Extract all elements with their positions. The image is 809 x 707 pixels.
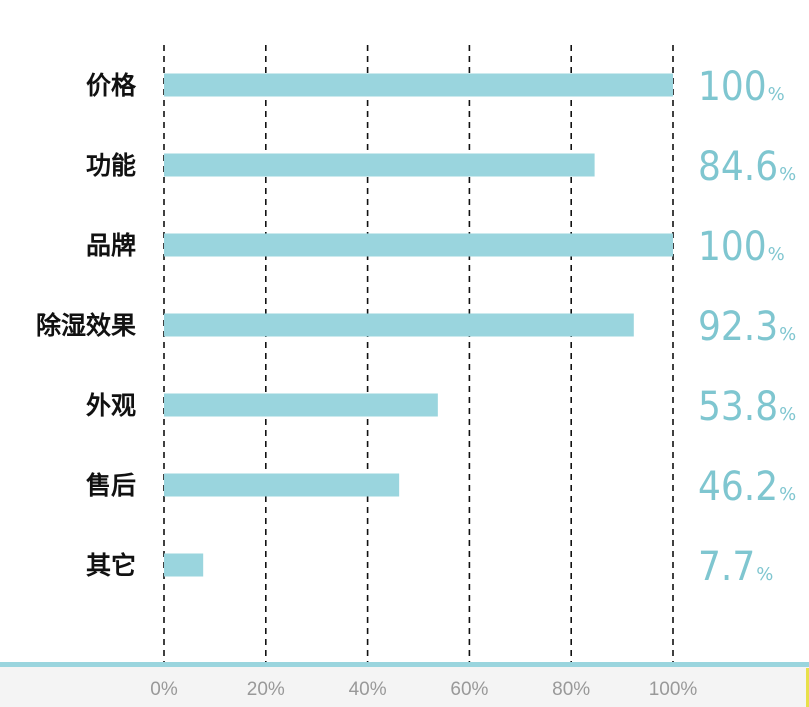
category-label: 品牌 — [86, 231, 136, 260]
data-label: 53.8% — [698, 384, 796, 430]
data-label: 46.2% — [698, 464, 796, 510]
bar — [164, 73, 673, 97]
x-tick-labels: 0% 20% 40% 60% 80% 100% — [150, 679, 697, 700]
bar — [164, 153, 595, 177]
bars — [164, 73, 673, 577]
category-label: 价格 — [86, 71, 137, 100]
data-label: 100% — [698, 224, 785, 270]
x-tick-label: 0% — [150, 679, 178, 700]
category-label: 售后 — [86, 471, 136, 500]
data-label: 84.6% — [698, 144, 796, 190]
x-tick-label: 40% — [349, 679, 387, 700]
x-axis-line — [0, 662, 809, 667]
gridlines — [163, 45, 674, 663]
value-labels: 100% 84.6% 100% 92.3% 53.8% 46.2% 7.7% — [698, 64, 796, 590]
category-label: 除湿效果 — [36, 311, 136, 340]
bar — [164, 233, 673, 257]
x-tick-label: 20% — [247, 679, 285, 700]
bar — [164, 393, 438, 417]
x-tick-label: 60% — [450, 679, 488, 700]
footer-band — [0, 666, 809, 707]
category-label: 功能 — [86, 151, 136, 180]
bar — [164, 313, 634, 337]
data-label: 100% — [698, 64, 785, 110]
footer-right-edge — [806, 668, 809, 707]
bar — [164, 473, 400, 497]
data-label: 92.3% — [698, 304, 796, 350]
x-tick-label: 80% — [552, 679, 590, 700]
data-label: 7.7% — [698, 544, 773, 590]
category-label: 外观 — [86, 391, 136, 420]
bar — [164, 553, 204, 577]
category-label: 其它 — [86, 551, 136, 580]
x-tick-label: 100% — [649, 679, 698, 700]
